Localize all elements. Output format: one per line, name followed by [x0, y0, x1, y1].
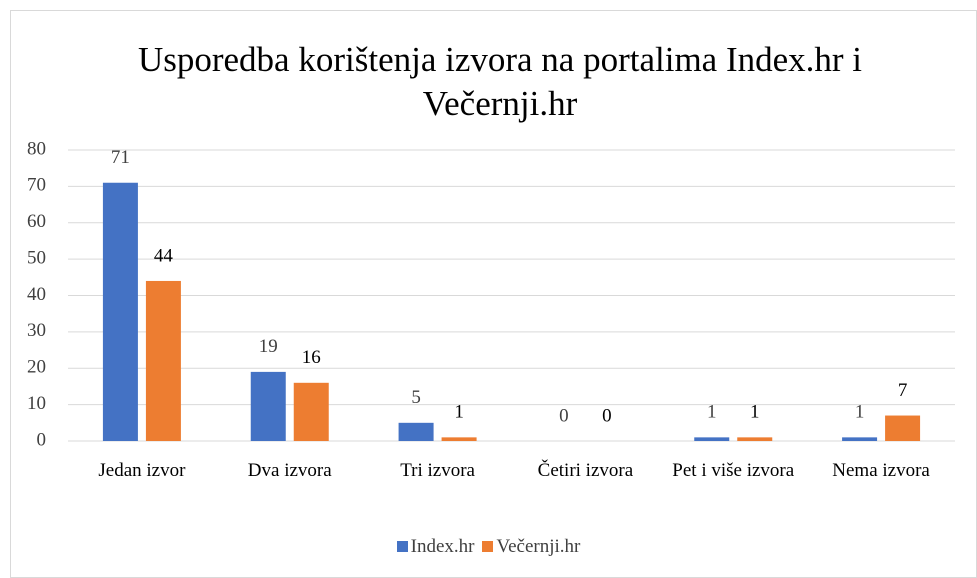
data-label: 71 [111, 147, 130, 168]
y-tick-label: 60 [27, 211, 46, 232]
legend: Index.hr Večernji.hr [0, 536, 977, 558]
legend-label: Večernji.hr [496, 536, 581, 557]
data-label: 0 [559, 405, 569, 426]
data-label: 1 [454, 402, 464, 423]
y-tick-label: 0 [37, 429, 47, 450]
y-tick-label: 50 [27, 247, 46, 268]
legend-swatch [396, 541, 408, 552]
chart-title: Usporedba korištenja izvora na portalima… [137, 40, 863, 123]
x-tick-label: Jedan izvor [98, 460, 186, 481]
legend-item: Index.hr [396, 536, 475, 558]
bar [694, 437, 730, 441]
legend-item: Večernji.hr [482, 536, 580, 558]
x-tick-label: Nema izvora [832, 460, 930, 481]
bar [250, 371, 286, 441]
data-label: 19 [259, 336, 278, 357]
y-tick-label: 10 [27, 393, 46, 414]
y-tick-label: 80 [27, 138, 46, 159]
x-tick-label: Dva izvora [247, 460, 332, 481]
bar [398, 422, 434, 441]
bar [293, 382, 329, 441]
data-label: 0 [602, 405, 612, 426]
y-tick-label: 30 [27, 320, 46, 341]
data-label: 5 [411, 387, 421, 408]
bar [885, 415, 921, 441]
bar [842, 437, 878, 441]
bar [441, 437, 477, 441]
legend-swatch [482, 541, 494, 552]
x-tick-label: Pet i više izvora [672, 460, 795, 481]
data-label: 1 [707, 402, 717, 423]
bar [737, 437, 773, 441]
x-tick-label: Tri izvora [400, 460, 475, 481]
y-tick-label: 70 [27, 175, 46, 196]
x-tick-label: Četiri izvora [537, 460, 634, 481]
data-label: 44 [154, 245, 174, 266]
data-label: 7 [898, 380, 908, 401]
bar [102, 182, 138, 442]
data-label: 1 [750, 402, 760, 423]
legend-label: Index.hr [410, 536, 475, 557]
y-tick-label: 20 [27, 357, 46, 378]
data-label: 1 [855, 402, 865, 423]
data-label: 16 [302, 347, 321, 368]
bar [145, 280, 181, 441]
y-tick-label: 40 [27, 284, 46, 305]
